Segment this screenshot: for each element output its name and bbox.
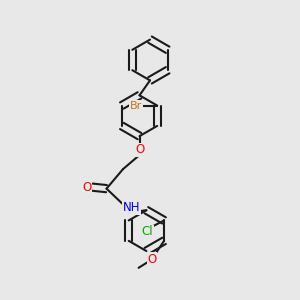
Text: O: O (147, 253, 157, 266)
Text: O: O (82, 181, 91, 194)
Text: Br: Br (130, 100, 142, 110)
Text: O: O (135, 143, 144, 156)
Text: Cl: Cl (142, 225, 153, 238)
Text: NH: NH (123, 201, 140, 214)
